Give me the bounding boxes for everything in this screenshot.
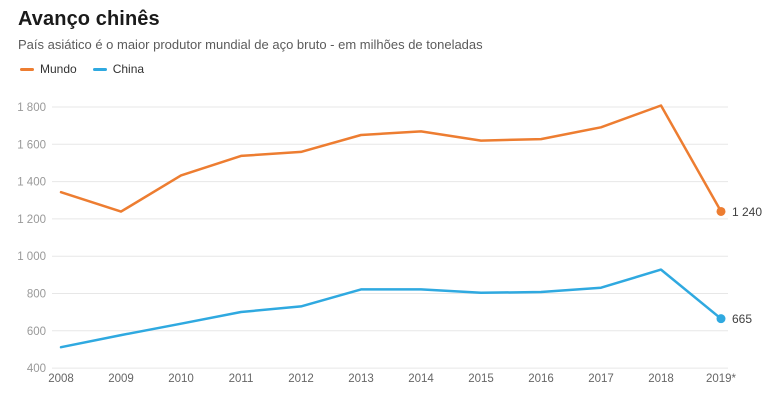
x-tick-label: 2010 xyxy=(168,373,194,385)
legend-label-mundo: Mundo xyxy=(40,62,77,76)
series-line-china xyxy=(59,268,723,349)
end-dot-mundo xyxy=(716,206,726,216)
x-tick-label: 2008 xyxy=(48,373,74,385)
chart-legend: Mundo China xyxy=(20,62,144,76)
chart-subtitle: País asiático é o maior produtor mundial… xyxy=(18,37,483,52)
y-tick-label: 1 000 xyxy=(17,251,46,263)
y-tick-label: 800 xyxy=(27,289,46,301)
y-tick-label: 400 xyxy=(27,363,46,375)
end-value-label-mundo: 1 240 xyxy=(732,205,762,219)
y-tick-label: 1 200 xyxy=(17,214,46,226)
x-tick-label: 2011 xyxy=(229,373,254,385)
y-tick-label: 1 800 xyxy=(17,102,46,114)
x-tick-label: 2009 xyxy=(108,373,134,385)
page-title: Avanço chinês xyxy=(18,8,160,30)
y-tick-label: 600 xyxy=(27,326,46,338)
end-value-label-china: 665 xyxy=(732,312,752,326)
legend-swatch-china xyxy=(92,67,107,71)
x-tick-label: 2017 xyxy=(588,373,614,385)
x-tick-label: 2019* xyxy=(706,373,737,385)
legend-swatch-mundo xyxy=(20,67,34,71)
series-line-mundo xyxy=(59,104,723,213)
legend-item-mundo[interactable]: Mundo xyxy=(20,62,77,76)
legend-item-china[interactable]: China xyxy=(92,62,145,76)
x-tick-label: 2015 xyxy=(468,373,494,385)
end-dot-china xyxy=(716,314,726,324)
legend-label-china: China xyxy=(112,62,145,76)
y-tick-label: 1 600 xyxy=(17,139,46,151)
line-chart[interactable]: 400 600 800 1 000 1 200 1 400 1 600 1 800 2008 20… xyxy=(0,90,768,403)
x-tick-label: 2016 xyxy=(528,373,554,385)
x-tick-label: 2012 xyxy=(288,373,314,385)
y-tick-label: 1 400 xyxy=(17,177,46,189)
x-tick-label: 2013 xyxy=(348,373,374,385)
x-tick-label: 2018 xyxy=(648,373,674,385)
x-tick-label: 2014 xyxy=(408,373,434,385)
